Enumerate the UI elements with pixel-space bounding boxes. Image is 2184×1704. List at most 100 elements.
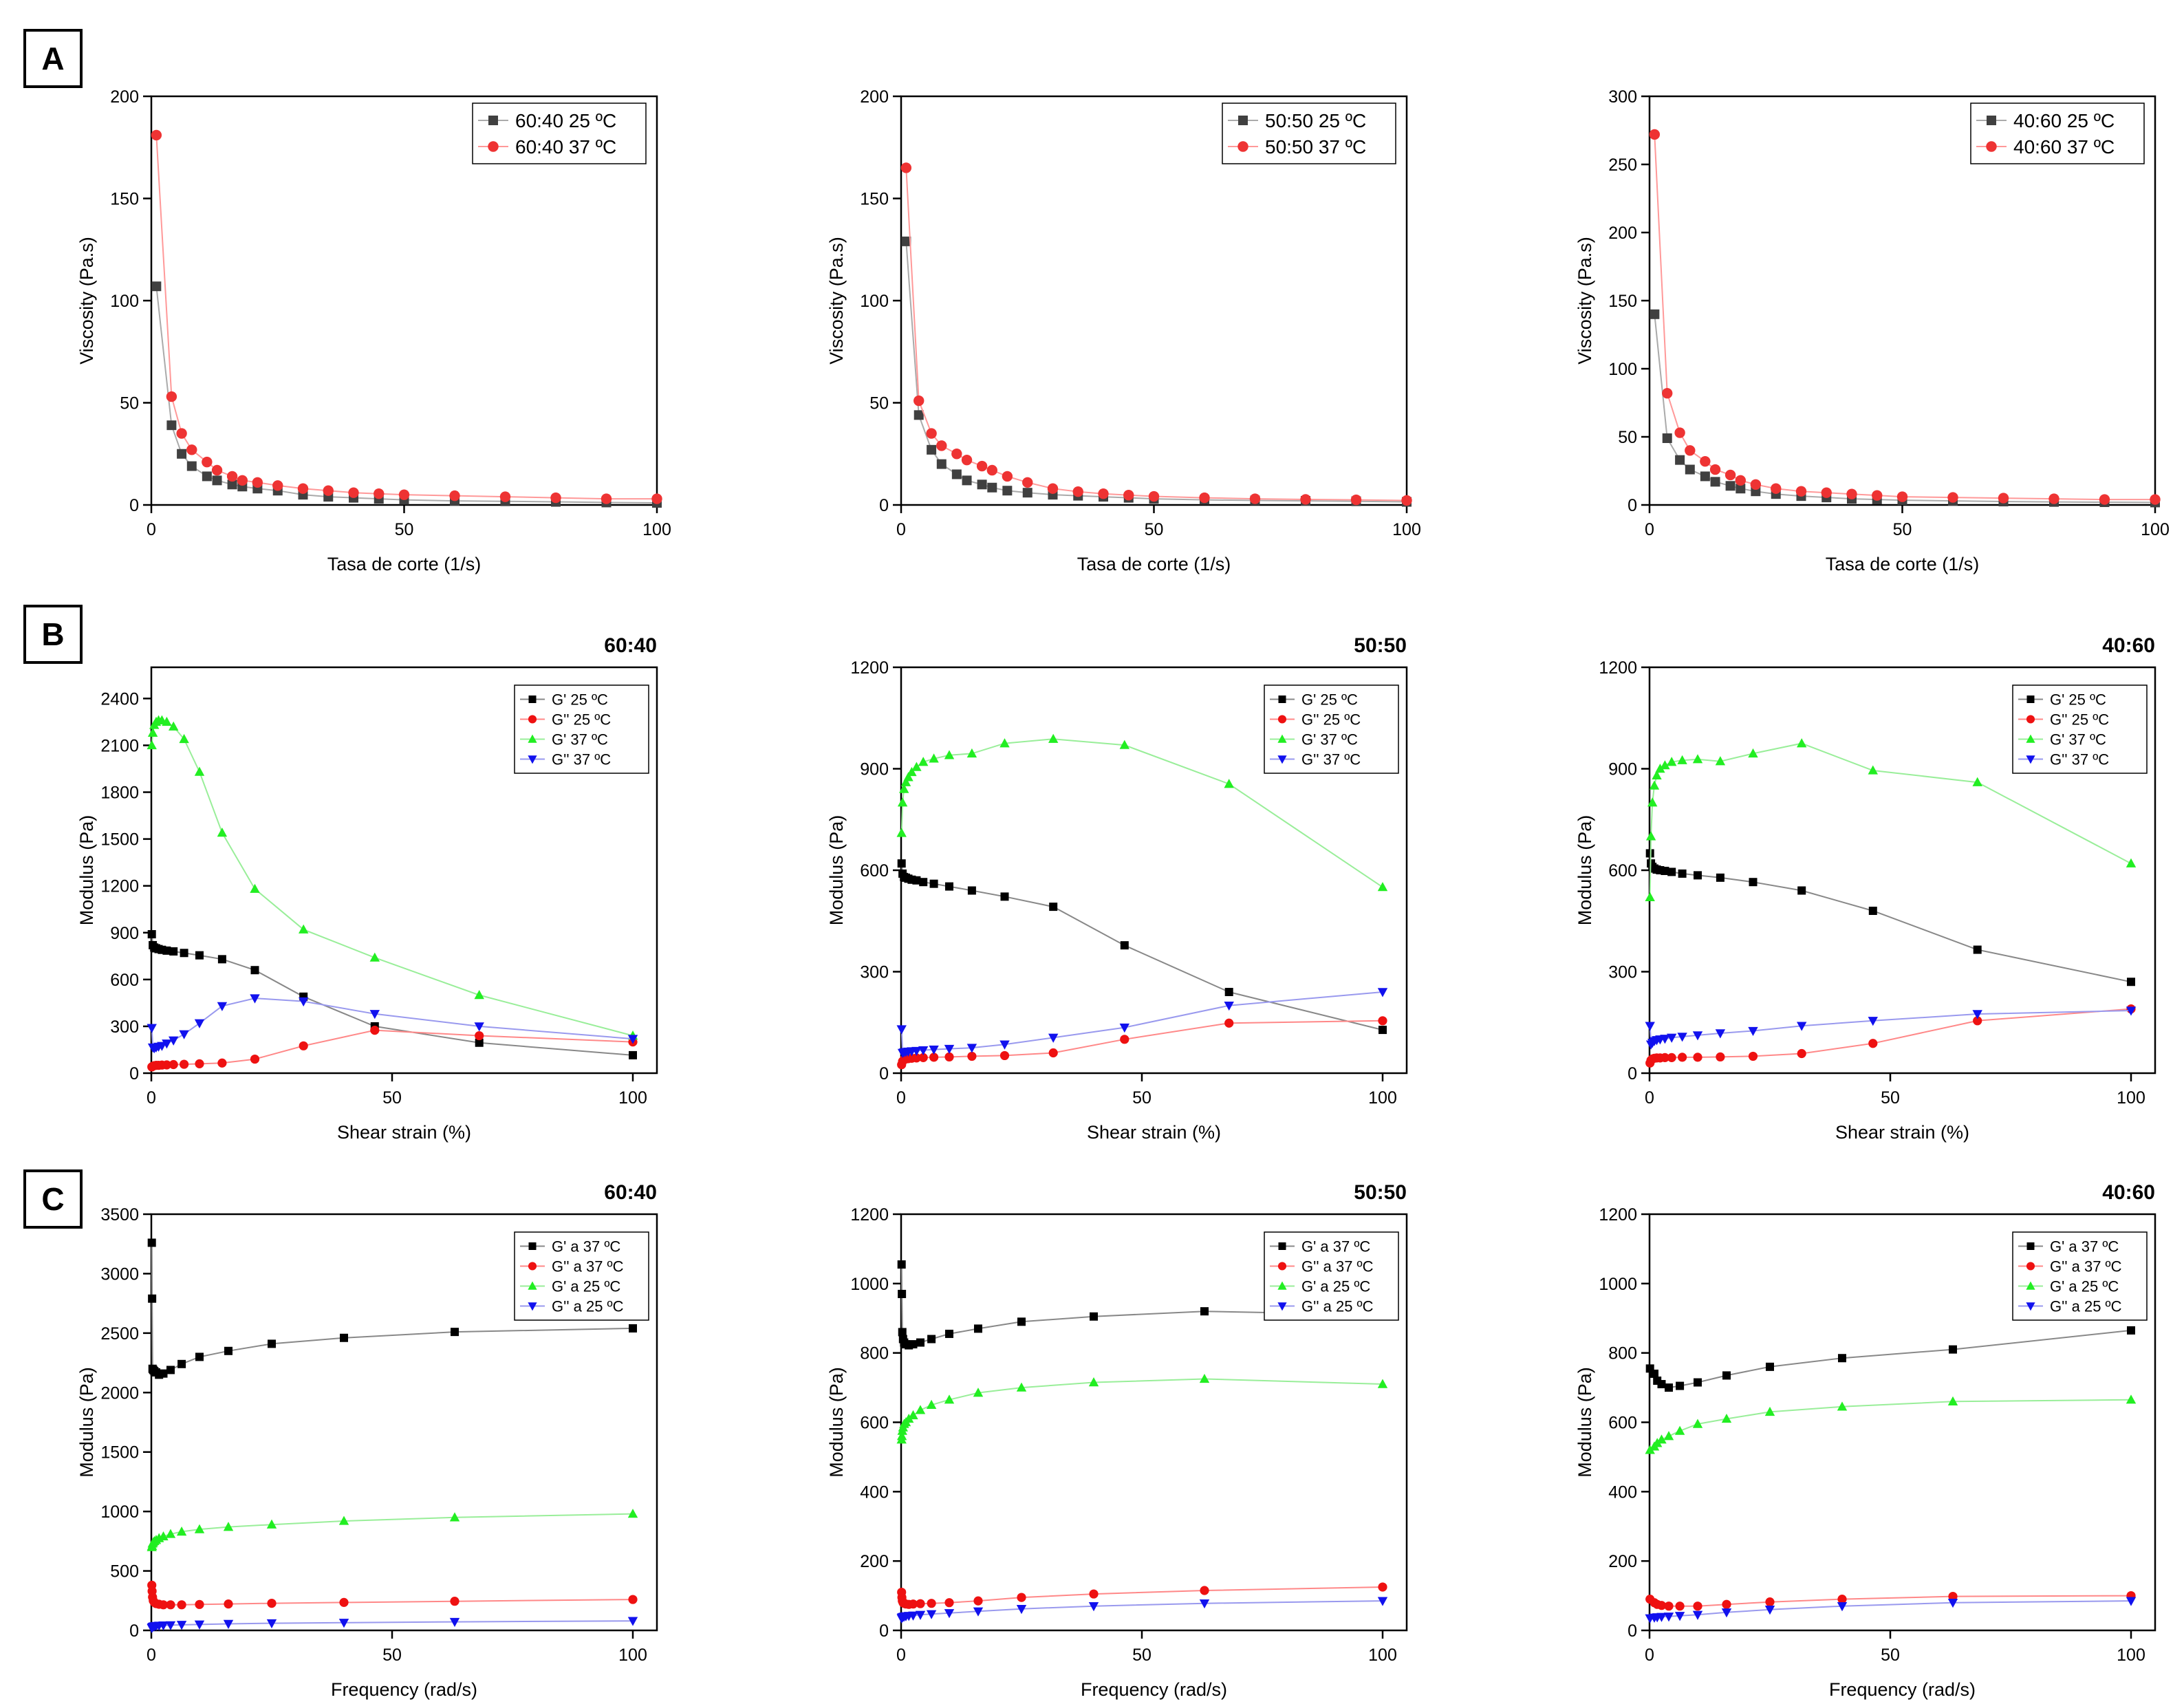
data-point <box>1088 1602 1099 1612</box>
data-point <box>1896 491 1908 502</box>
series-0 <box>897 859 1387 1035</box>
legend-marker <box>1987 116 1996 125</box>
series-0 <box>147 930 637 1059</box>
data-point <box>944 1598 954 1608</box>
data-point <box>223 1522 234 1531</box>
data-point <box>340 1333 348 1342</box>
data-point <box>2127 1326 2135 1335</box>
series-0 <box>147 1238 637 1379</box>
y-tick-label: 1000 <box>1599 1275 1637 1294</box>
data-point <box>912 876 921 885</box>
data-point <box>1998 493 2009 504</box>
data-point <box>1797 886 1806 895</box>
data-point <box>1821 487 1832 498</box>
data-point <box>896 1431 907 1441</box>
data-point <box>945 1329 953 1338</box>
y-tick-label: 0 <box>879 1064 889 1083</box>
data-point <box>1048 1033 1059 1043</box>
data-point <box>449 1512 460 1522</box>
data-point <box>158 1600 169 1610</box>
legend-marker <box>488 116 498 125</box>
data-point <box>915 1405 926 1414</box>
data-point <box>628 1595 638 1604</box>
x-tick-label: 0 <box>1645 1646 1654 1665</box>
data-point <box>169 721 179 731</box>
data-point <box>903 772 913 781</box>
x-tick-label: 50 <box>1881 1646 1900 1665</box>
data-point <box>252 477 263 488</box>
series-2 <box>896 1373 1388 1444</box>
legend-marker <box>2026 1262 2035 1271</box>
series-3 <box>147 1617 638 1634</box>
data-point <box>1678 869 1687 878</box>
x-axis-label: Tasa de corte (1/s) <box>1077 554 1231 574</box>
data-point <box>1694 871 1702 880</box>
legend-marker <box>528 734 537 743</box>
legend: G' 25 ºC G'' 25 ºC G' 37 ºC G'' 37 ºC <box>1264 684 1399 774</box>
x-axis-label: Frequency (rad/s) <box>1081 1679 1227 1700</box>
legend-marker <box>2026 755 2035 764</box>
data-point <box>944 1394 955 1404</box>
data-point <box>1837 1401 1848 1411</box>
legend-box <box>472 103 647 164</box>
data-point <box>1674 427 1685 438</box>
data-point <box>1700 455 1711 467</box>
legend-marker <box>1238 116 1248 125</box>
data-point <box>1119 740 1129 749</box>
legend-marker <box>528 1302 537 1311</box>
data-point <box>987 482 997 493</box>
legend-marker <box>1278 1242 1286 1250</box>
data-point <box>1837 1602 1848 1612</box>
series-3 <box>1645 1006 2137 1050</box>
data-point <box>973 1596 983 1606</box>
y-tick-label: 600 <box>860 861 889 881</box>
data-point <box>177 1600 186 1610</box>
legend-label: G'' 25 ºC <box>552 711 611 728</box>
data-point <box>169 1036 179 1046</box>
data-point <box>1148 490 1160 502</box>
y-tick-label: 0 <box>1628 496 1637 515</box>
data-point <box>194 1524 205 1533</box>
y-tick-label: 900 <box>860 760 889 779</box>
legend-label: G' a 37 ºC <box>2050 1238 2119 1255</box>
data-point <box>1674 1612 1685 1621</box>
legend-label: G'' a 25 ºC <box>552 1297 624 1315</box>
y-tick-label: 1200 <box>1599 658 1637 678</box>
data-point <box>1692 1419 1703 1428</box>
data-point <box>944 750 955 759</box>
y-tick-label: 1200 <box>100 877 139 896</box>
data-point <box>158 1621 169 1631</box>
legend-label: 60:40 25 ºC <box>515 110 616 131</box>
data-point <box>966 1044 977 1053</box>
x-tick-label: 0 <box>147 1088 156 1108</box>
data-point <box>926 428 937 439</box>
y-tick-label: 0 <box>129 1621 139 1641</box>
data-point <box>944 1044 955 1055</box>
data-point <box>1748 1026 1758 1037</box>
series-0 <box>1645 849 2135 986</box>
data-point <box>1766 1362 1774 1371</box>
x-axis-label: Shear strain (%) <box>337 1122 471 1143</box>
data-point <box>911 1046 922 1057</box>
data-point <box>1200 1586 1209 1595</box>
data-point <box>369 952 380 962</box>
data-point <box>944 1052 954 1061</box>
legend-label: G' 25 ºC <box>2050 691 2106 708</box>
chart-a1: 0 50 100 0 50 100 150 200 Tasa de corte (1/s) Vis… <box>76 87 671 574</box>
data-point <box>194 1620 205 1630</box>
y-tick-label: 1500 <box>100 830 139 850</box>
data-point <box>1665 1383 1673 1392</box>
series-1 <box>147 1580 638 1610</box>
x-tick-label: 0 <box>1645 520 1654 539</box>
y-tick-label: 3000 <box>100 1264 139 1284</box>
data-point <box>944 1609 955 1619</box>
data-point <box>627 1617 638 1626</box>
data-point <box>915 1610 926 1620</box>
y-tick-label: 1000 <box>850 1275 889 1294</box>
data-point <box>250 994 260 1004</box>
data-point <box>1797 1048 1806 1059</box>
legend-label: G'' a 25 ºC <box>2050 1297 2122 1315</box>
data-point <box>1678 1053 1687 1062</box>
y-tick-label: 300 <box>860 963 889 982</box>
